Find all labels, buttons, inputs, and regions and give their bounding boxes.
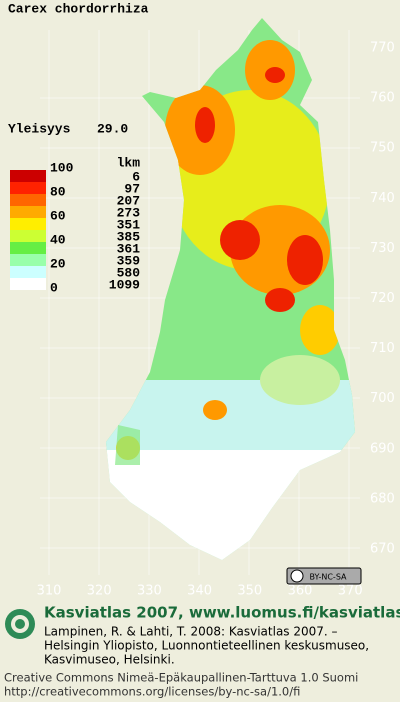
footer-title: Kasviatlas 2007, www.luomus.fi/kasviatla…: [44, 604, 400, 622]
legend-count: 1099: [109, 277, 140, 292]
legend-scale-label: 40: [50, 232, 66, 247]
logo: [5, 609, 35, 639]
legend-swatch: [10, 242, 46, 254]
legend-swatch: [10, 170, 46, 182]
x-grid-label: 330: [137, 584, 162, 599]
y-grid-label: 710: [370, 341, 395, 356]
legend-swatch: [10, 182, 46, 194]
legend-scale-label: 60: [50, 208, 66, 223]
legend-count: 361: [117, 241, 141, 256]
x-grid-label: 360: [288, 584, 313, 599]
finland-map: [106, 18, 355, 560]
legend-swatch: [10, 278, 46, 290]
legend-count: 273: [117, 205, 141, 220]
legend-count: 6: [132, 169, 140, 184]
legend-swatch: [10, 218, 46, 230]
frequency-label: Yleisyys: [8, 121, 71, 136]
legend-scale-label: 80: [50, 184, 66, 199]
y-grid-label: 750: [370, 141, 395, 156]
legend-swatch: [10, 254, 46, 266]
x-grid-label: 320: [87, 584, 112, 599]
legend-count: 207: [117, 193, 140, 208]
species-title: Carex chordorrhiza: [8, 1, 149, 16]
legend-count: 351: [117, 217, 141, 232]
legend-count: 359: [117, 253, 141, 268]
legend-scale-label: 100: [50, 160, 74, 175]
x-grid-label: 370: [338, 584, 363, 599]
y-grid-label: 700: [370, 391, 395, 406]
license-line: Creative Commons Nimeä-Epäkaupallinen-Ta…: [4, 671, 358, 685]
legend-count: 97: [124, 181, 140, 196]
legend-swatch: [10, 206, 46, 218]
x-grid-label: 350: [237, 584, 262, 599]
y-grid-label: 670: [370, 542, 395, 557]
y-grid-label: 740: [370, 191, 395, 206]
x-grid-label: 340: [187, 584, 212, 599]
legend-swatch: [10, 194, 46, 206]
y-grid-label: 690: [370, 441, 395, 456]
badge-text: BY-NC-SA: [309, 573, 347, 582]
cc-badge: BY-NC-SA: [286, 567, 362, 585]
y-grid-label: 680: [370, 491, 395, 506]
legend-header: lkm: [117, 155, 141, 170]
y-grid-label: 730: [370, 241, 395, 256]
legend-count: 580: [117, 265, 141, 280]
citation-line: Helsingin Yliopisto, Luonnontieteellinen…: [44, 639, 369, 653]
license-url: http://creativecommons.org/licenses/by-n…: [4, 685, 300, 699]
legend-swatch: [10, 266, 46, 278]
legend-scale-label: 0: [50, 280, 58, 295]
y-grid-label: 720: [370, 291, 395, 306]
y-grid-label: 770: [370, 41, 395, 56]
citation-line: Kasvimuseo, Helsinki.: [44, 653, 175, 667]
frequency-value: 29.0: [97, 121, 128, 136]
legend-scale-label: 20: [50, 256, 66, 271]
x-grid-label: 310: [37, 584, 62, 599]
citation-line: Lampinen, R. & Lahti, T. 2008: Kasviatla…: [44, 625, 338, 639]
legend-count: 385: [117, 229, 141, 244]
legend-swatch: [10, 230, 46, 242]
y-grid-label: 760: [370, 91, 395, 106]
